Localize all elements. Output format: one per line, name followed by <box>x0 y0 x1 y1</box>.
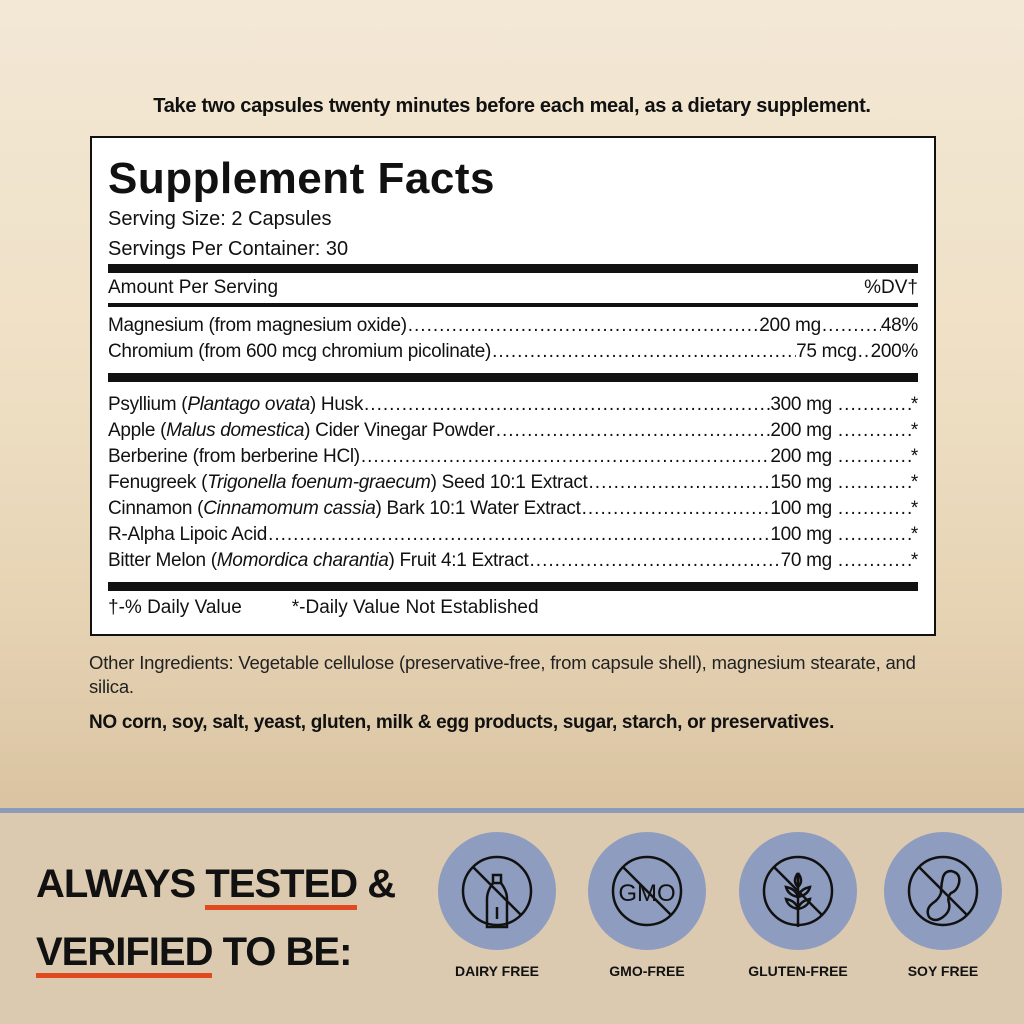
ingredient-row: Psyllium (Plantago ovata) Husk 300 mg * <box>108 392 918 418</box>
ingredient-dv: * <box>910 498 918 519</box>
dot-leader <box>407 313 760 339</box>
ingredient-dv: * <box>910 420 918 441</box>
badge-gmo-free: GMO GMO-FREE <box>588 832 706 979</box>
panel-title: Supplement Facts <box>108 154 495 203</box>
ingredient-row: Apple (Malus domestica) Cider Vinegar Po… <box>108 418 918 444</box>
dot-leader <box>857 339 871 365</box>
ingredient-row: Fenugreek (Trigonella foenum-graecum) Se… <box>108 470 918 496</box>
ingredient-amount: 300 mg <box>770 394 832 415</box>
dot-leader <box>837 418 911 444</box>
headline-text: TO BE: <box>212 930 353 974</box>
supplement-facts-panel: Supplement Facts Serving Size: 2 Capsule… <box>90 136 936 636</box>
dot-leader <box>588 470 771 496</box>
nutrient-amount: 200 mg <box>759 315 821 336</box>
dot-leader <box>491 339 796 365</box>
ingredient-row: Bitter Melon (Momordica charantia) Fruit… <box>108 548 918 574</box>
dot-leader <box>821 313 881 339</box>
headline-text: & <box>357 862 396 906</box>
badge-gluten-free: GLUTEN-FREE <box>739 832 857 979</box>
dot-leader <box>267 522 770 548</box>
ingredient-dv: * <box>910 472 918 493</box>
ingredient-amount: 200 mg <box>770 446 832 467</box>
footnote-dv: †-% Daily Value <box>108 597 242 618</box>
serving-size: Serving Size: 2 Capsules <box>108 208 332 230</box>
dv-header: %DV† <box>864 277 918 298</box>
dot-leader <box>363 392 770 418</box>
dot-leader <box>837 522 911 548</box>
nutrient-row: Chromium (from 600 mcg chromium picolina… <box>108 339 918 365</box>
ingredient-name: Apple (Malus domestica) Cider Vinegar Po… <box>108 420 495 441</box>
ingredient-amount: 150 mg <box>770 472 832 493</box>
headline-underlined: VERIFIED <box>36 931 213 978</box>
badge-label: SOY FREE <box>907 963 979 979</box>
ingredient-name: R-Alpha Lipoic Acid <box>108 524 268 545</box>
headline-text: ALWAYS <box>36 862 206 906</box>
no-wheat-icon <box>739 832 857 950</box>
divider <box>108 264 918 273</box>
svg-text:GMO: GMO <box>618 880 675 907</box>
other-ingredients: Other Ingredients: Vegetable cellulose (… <box>89 652 916 697</box>
dot-leader <box>837 548 911 574</box>
ingredient-dv: * <box>910 524 918 545</box>
ingredient-row: Berberine (from berberine HCl) 200 mg * <box>108 444 918 470</box>
nutrient-name: Chromium (from 600 mcg chromium picolina… <box>108 341 492 362</box>
ingredient-name: Berberine (from berberine HCl) <box>108 446 360 467</box>
ingredient-amount: 100 mg <box>770 524 832 545</box>
amount-header: Amount Per Serving <box>108 277 279 298</box>
ingredient-dv: * <box>910 446 918 467</box>
amount-header-row: Amount Per Serving %DV† <box>108 273 918 303</box>
ingredient-name: Psyllium (Plantago ovata) Husk <box>108 394 364 415</box>
ingredient-name: Bitter Melon (Momordica charantia) Fruit… <box>108 550 529 571</box>
no-soy-icon <box>884 832 1002 950</box>
badge-label: GLUTEN-FREE <box>748 963 848 979</box>
footnotes: †-% Daily Value *-Daily Value Not Establ… <box>108 591 918 625</box>
dot-leader <box>360 444 770 470</box>
banner-headline: ALWAYS TESTED & VERIFIED TO BE: <box>36 850 396 986</box>
servings-per-container: Servings Per Container: 30 <box>108 238 349 260</box>
ingredient-name: Cinnamon (Cinnamomum cassia) Bark 10:1 W… <box>108 498 581 519</box>
nutrient-amount: 75 mcg <box>796 341 857 362</box>
ingredient-row: Cinnamon (Cinnamomum cassia) Bark 10:1 W… <box>108 496 918 522</box>
badge-dairy-free: DAIRY FREE <box>438 832 556 979</box>
badge-soy-free: SOY FREE <box>884 832 1002 979</box>
dot-leader <box>529 548 781 574</box>
footnote-star: *-Daily Value Not Established <box>291 597 539 618</box>
no-milk-bottle-icon <box>438 832 556 950</box>
badge-label: DAIRY FREE <box>454 963 539 979</box>
dot-leader <box>581 496 771 522</box>
dot-leader <box>837 444 911 470</box>
directions-text: Take two capsules twenty minutes before … <box>153 95 871 117</box>
dot-leader <box>837 496 911 522</box>
nutrient-dv: 48% <box>880 315 918 336</box>
dot-leader <box>837 470 911 496</box>
divider <box>108 582 918 591</box>
nutrient-row: Magnesium (from magnesium oxide) 200 mg … <box>108 313 918 339</box>
divider <box>108 303 918 307</box>
nutrient-dv: 200% <box>870 341 919 362</box>
ingredient-amount: 200 mg <box>770 420 832 441</box>
no-gmo-icon: GMO <box>588 832 706 950</box>
nutrient-name: Magnesium (from magnesium oxide) <box>108 315 407 336</box>
dot-leader <box>837 392 911 418</box>
divider <box>108 373 918 382</box>
headline-underlined: TESTED <box>205 863 358 910</box>
ingredient-amount: 100 mg <box>770 498 832 519</box>
ingredient-amount: 70 mg <box>780 550 833 571</box>
ingredient-dv: * <box>910 394 918 415</box>
ingredient-row: R-Alpha Lipoic Acid 100 mg * <box>108 522 918 548</box>
free-from-statement: NO corn, soy, salt, yeast, gluten, milk … <box>89 712 835 733</box>
dot-leader <box>495 418 771 444</box>
ingredient-name: Fenugreek (Trigonella foenum-graecum) Se… <box>108 472 588 493</box>
ingredient-dv: * <box>910 550 918 571</box>
badge-label: GMO-FREE <box>609 963 685 979</box>
